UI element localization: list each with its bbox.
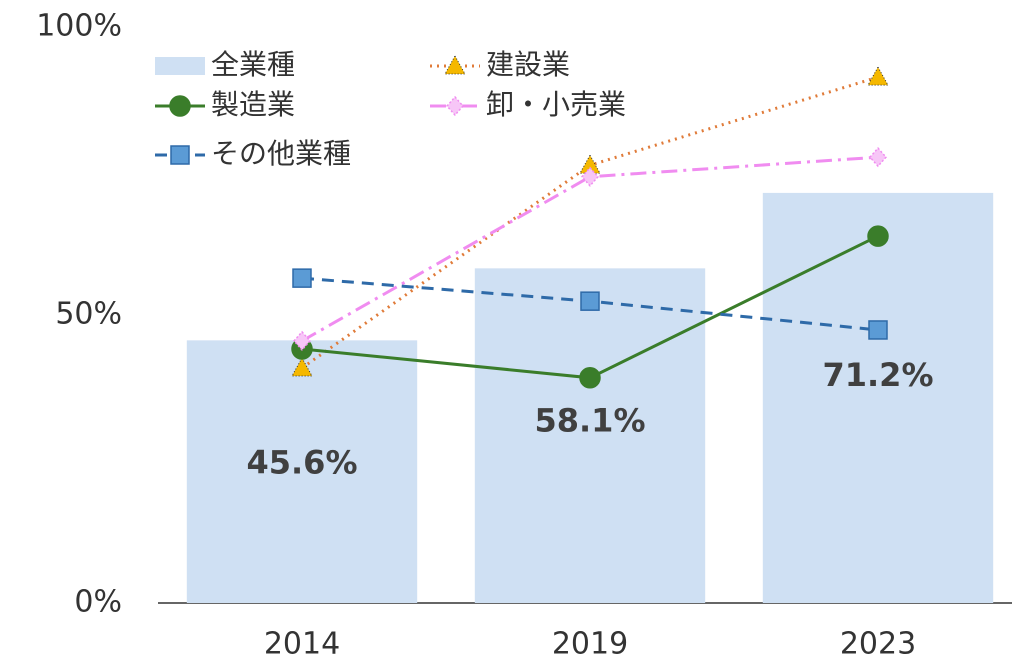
y-tick-label: 100% <box>36 9 122 44</box>
marker <box>867 66 889 86</box>
value-label: 58.1% <box>534 401 645 439</box>
y-tick-label: 50% <box>55 297 122 332</box>
bar <box>762 192 994 603</box>
marker <box>579 367 601 389</box>
value-label: 45.6% <box>246 443 357 481</box>
marker <box>580 166 600 187</box>
x-tick-label: 2014 <box>264 627 340 662</box>
legend-marker <box>444 54 466 75</box>
legend-label: 全業種 <box>211 48 295 81</box>
marker <box>580 291 600 311</box>
y-tick-label: 0% <box>74 585 122 620</box>
legend-label: その他業種 <box>211 137 351 170</box>
legend-marker <box>445 95 465 117</box>
marker <box>867 225 889 247</box>
bar <box>474 268 706 603</box>
legend-label: 建設業 <box>486 48 570 81</box>
marker <box>868 147 888 168</box>
legend-label: 卸・小売業 <box>486 88 626 121</box>
marker <box>292 268 312 288</box>
marker <box>291 356 313 377</box>
legend-swatch <box>155 57 205 75</box>
x-tick-label: 2023 <box>840 627 916 662</box>
marker <box>292 330 312 352</box>
bar <box>186 340 418 603</box>
value-label: 71.2% <box>822 356 933 394</box>
marker <box>868 320 888 340</box>
legend-marker <box>170 145 190 165</box>
legend-marker <box>169 95 191 117</box>
legend-label: 製造業 <box>211 88 295 121</box>
x-tick-label: 2019 <box>552 627 628 662</box>
